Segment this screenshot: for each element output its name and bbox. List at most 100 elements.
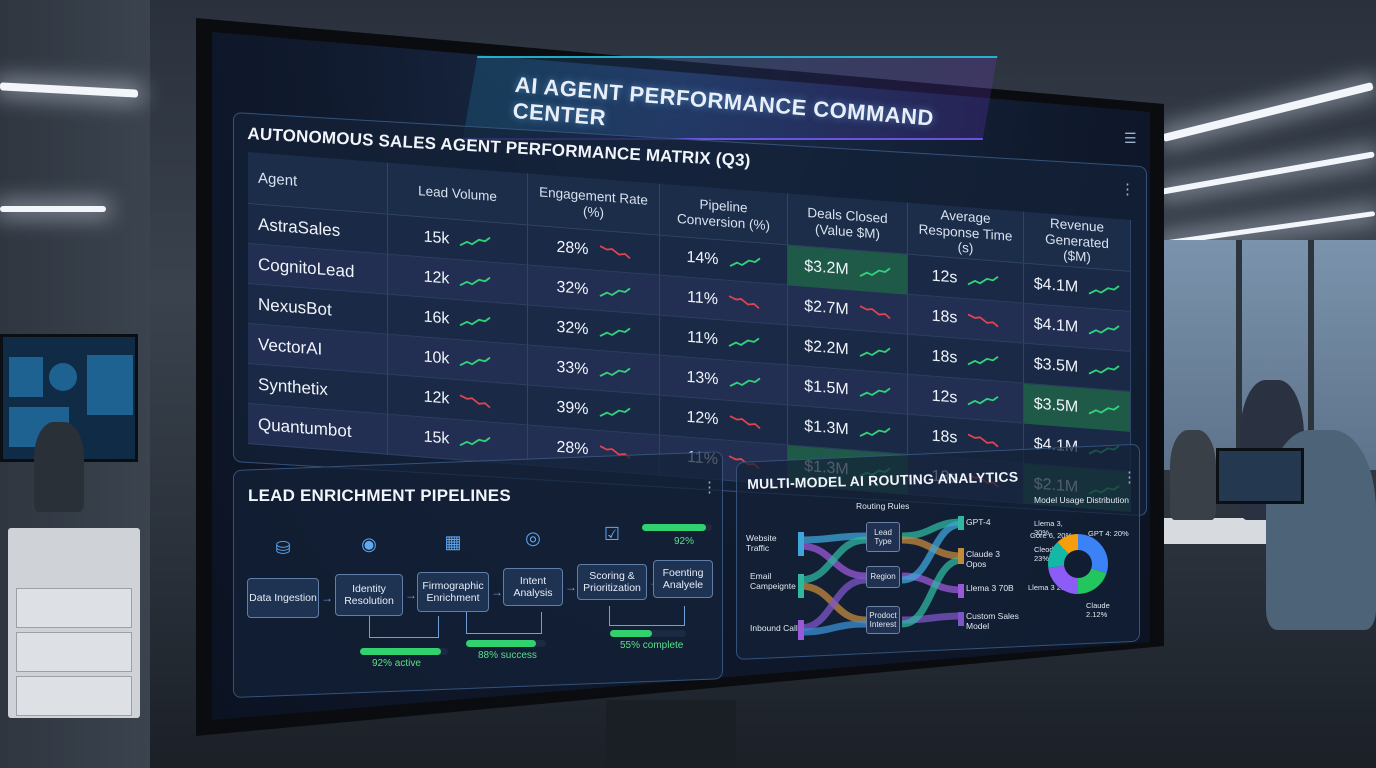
progress-label: 88% success	[478, 650, 537, 661]
trend-down-icon	[599, 245, 631, 260]
ceiling-light	[0, 206, 106, 212]
background-monitor	[1216, 448, 1304, 504]
cell-value: 32%	[556, 278, 589, 299]
more-options-icon[interactable]: ⋮	[1120, 181, 1135, 198]
metric-cell: 12k	[388, 374, 528, 426]
trend-up-icon	[729, 257, 761, 267]
routing-rule[interactable]: Prodoct Interest	[866, 606, 900, 634]
cell-value: Synthetix	[258, 374, 328, 400]
column-header[interactable]: Revenue Generated ($M)	[1024, 211, 1131, 272]
cell-value: 11%	[687, 288, 718, 309]
metric-cell: 18s	[908, 294, 1024, 344]
cell-value: 16k	[423, 308, 450, 328]
metric-cell: $2.2M	[788, 325, 908, 375]
metric-cell: 12k	[388, 254, 528, 306]
metric-cell: 32%	[528, 265, 660, 316]
metric-cell: 11%	[660, 315, 788, 366]
person-silhouette	[34, 422, 84, 512]
tv-stand	[606, 700, 736, 768]
table-row[interactable]: VectorAI 10k 33% 13% $1.5M 12s $3.5M	[248, 324, 1131, 432]
trend-up-icon	[967, 395, 999, 406]
cell-value: 12k	[423, 388, 450, 408]
metric-cell: 12s	[908, 254, 1024, 304]
column-header[interactable]: Average Response Time (s)	[908, 202, 1024, 264]
trend-down-icon	[729, 415, 761, 430]
table-row[interactable]: AstraSales 15k 28% 14% $3.2M 12s $4.1M	[248, 204, 1131, 312]
arrow-right-icon: →	[491, 585, 503, 599]
trend-up-icon	[459, 236, 491, 247]
legend-entry: Llema 3, 30%	[1034, 519, 1063, 537]
more-options-icon[interactable]: ⋮	[702, 479, 717, 496]
cell-value: $2.2M	[804, 337, 849, 359]
cell-value: $3.5M	[1033, 355, 1079, 376]
column-header[interactable]: Deals Closed (Value $M)	[788, 193, 908, 255]
target-icon: ◎	[525, 528, 541, 548]
pipeline-stage[interactable]: Identity Resolution	[335, 574, 403, 616]
trend-up-icon	[859, 427, 891, 437]
cell-value: $1.5M	[804, 377, 849, 399]
arrow-right-icon: →	[405, 588, 417, 602]
trend-up-icon	[728, 337, 760, 347]
pipeline-stage[interactable]: Scoring & Prioritization	[577, 564, 647, 600]
traffic-source: Inbound Calls	[750, 623, 802, 633]
trend-up-icon	[859, 387, 891, 397]
desk	[8, 528, 140, 718]
cell-value: 12k	[423, 268, 450, 288]
routing-rule[interactable]: Lead Type	[866, 522, 900, 552]
ai-model: Custom Sales Model	[966, 611, 1019, 631]
metric-cell: 32%	[528, 305, 660, 356]
metric-cell: 18s	[908, 414, 1024, 464]
ai-model: Llema 3 70B	[966, 583, 1014, 593]
trend-up-icon	[599, 287, 631, 297]
pipeline-stage[interactable]: Firmographic Enrichment	[417, 572, 489, 612]
metric-cell: 33%	[528, 345, 660, 396]
trend-up-icon	[967, 275, 999, 286]
user-check-icon: ◉	[361, 534, 377, 554]
trend-up-icon	[859, 347, 891, 357]
legend-entry: Llema 3 20%	[1028, 583, 1072, 592]
cell-value: $4.1M	[1033, 315, 1079, 336]
table-row[interactable]: NexusBot 16k 32% 11% $2.2M 18s $3.5M	[248, 284, 1131, 392]
metric-cell: $1.3M	[788, 405, 908, 455]
cell-value: 12s	[931, 267, 958, 287]
routing-rule[interactable]: Region	[866, 566, 900, 588]
metric-cell: 16k	[388, 294, 528, 346]
progress-bar	[360, 648, 448, 655]
cell-value: CognitoLead	[258, 254, 355, 282]
trend-up-icon	[459, 316, 491, 327]
cell-value: $1.3M	[804, 417, 849, 439]
cell-value: 33%	[556, 358, 589, 379]
progress-fill	[360, 648, 441, 655]
hamburger-menu-icon[interactable]: ☰	[1124, 130, 1137, 146]
pipeline-stage[interactable]: Foenting Analyele	[653, 560, 713, 598]
trend-up-icon	[599, 367, 631, 377]
cell-value: 32%	[556, 318, 589, 339]
cell-value: 18s	[931, 347, 958, 367]
metric-cell: 11%	[660, 275, 788, 326]
cell-value: NexusBot	[258, 294, 332, 320]
metric-cell: 10k	[388, 334, 528, 386]
arrow-right-icon: →	[565, 580, 577, 594]
cell-value: Quantumbot	[258, 414, 352, 441]
pipeline-stage[interactable]: Data Ingestion	[247, 578, 319, 618]
loop-connector	[369, 616, 439, 638]
more-options-icon[interactable]: ⋮	[1122, 469, 1137, 486]
ai-model: Claude 3 Opos	[966, 549, 1001, 569]
traffic-source: Website Traffic	[746, 533, 777, 553]
cell-value: $3.5M	[1033, 395, 1079, 416]
metric-cell: 15k	[388, 214, 528, 266]
cell-value: VectorAI	[258, 334, 323, 359]
building-icon: ▦	[444, 532, 462, 552]
cell-value: $3.2M	[804, 257, 849, 279]
cell-value: AstraSales	[258, 214, 341, 241]
metric-cell: 14%	[660, 235, 788, 286]
person-silhouette	[1170, 430, 1216, 520]
progress-fill	[610, 630, 652, 637]
table-row[interactable]: CognitoLead 12k 32% 11% $2.7M 18s $4.1M	[248, 244, 1131, 352]
checklist-icon: ☑	[603, 524, 621, 544]
pipeline-stage[interactable]: Intent Analysis	[503, 568, 563, 606]
cell-value: 15k	[423, 228, 450, 248]
loop-connector	[466, 612, 542, 634]
traffic-source: Email Campeignte	[750, 571, 796, 591]
progress-bar	[642, 524, 712, 531]
